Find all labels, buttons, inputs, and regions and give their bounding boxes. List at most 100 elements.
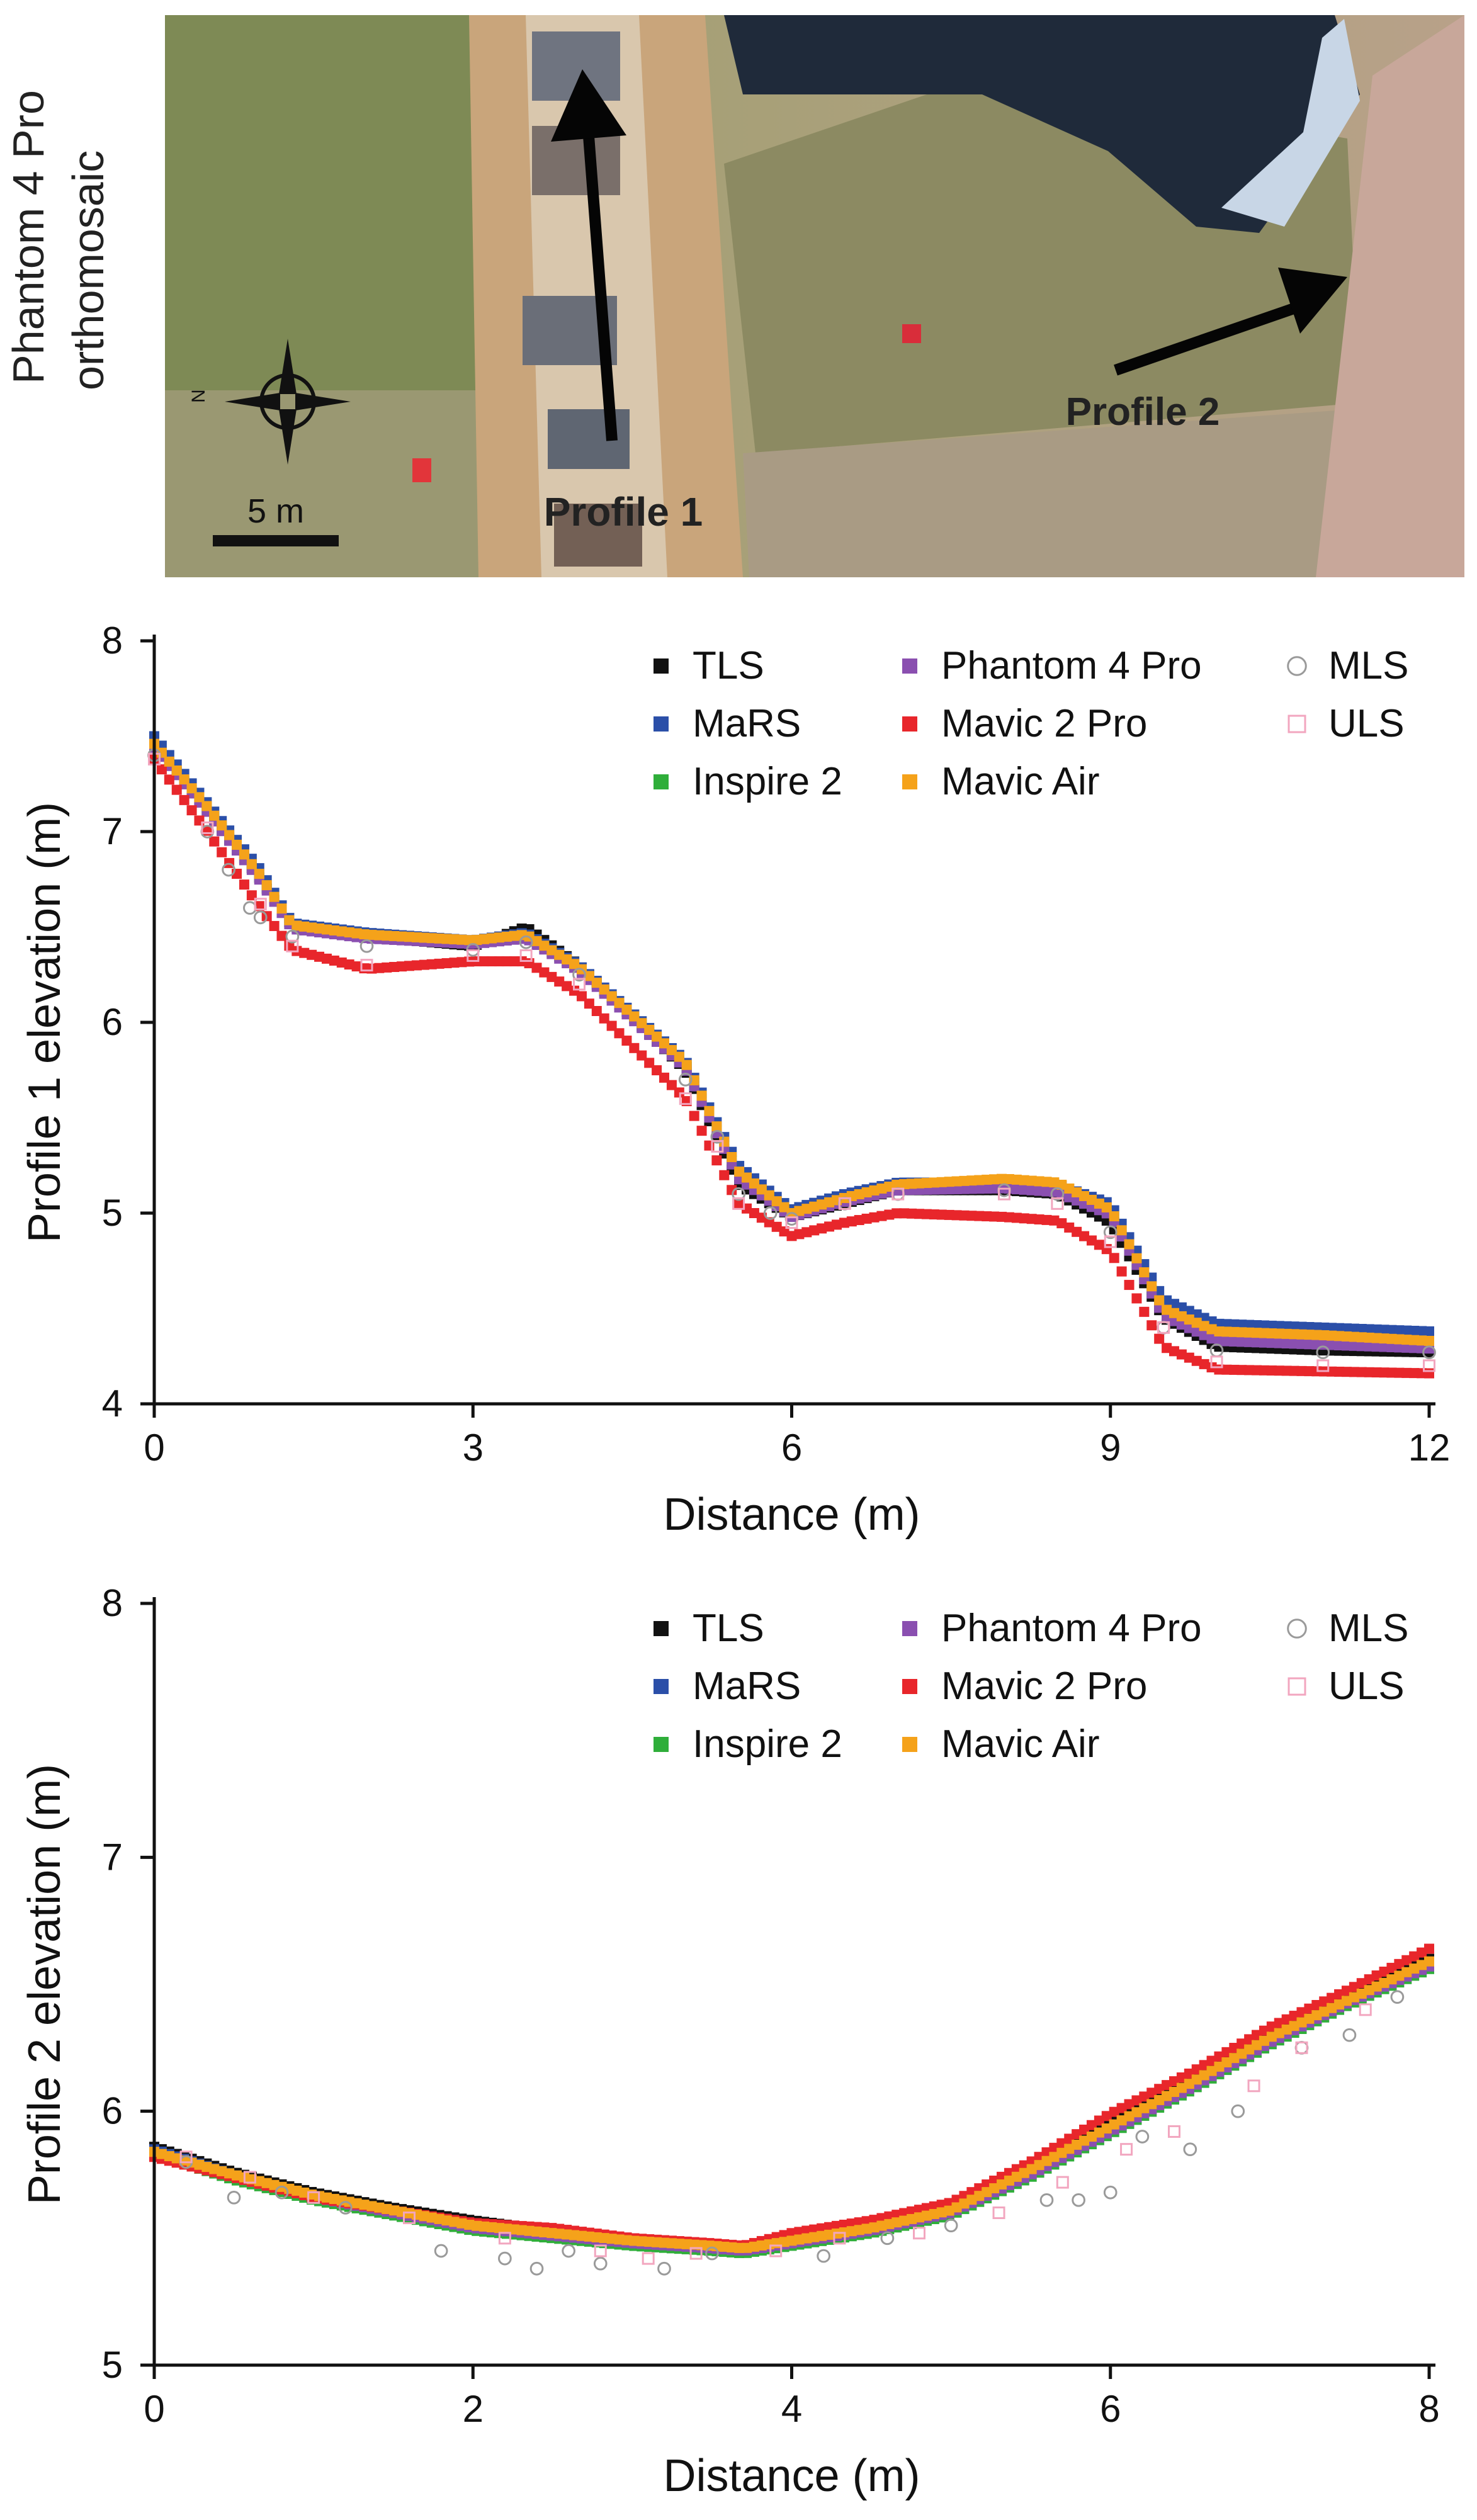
- data-point: [678, 1073, 693, 1087]
- legend-item: MLS: [1287, 1607, 1408, 1650]
- data-point: [1424, 1336, 1434, 1347]
- field-lower-right: [743, 409, 1354, 577]
- data-point: [239, 879, 249, 890]
- data-point: [243, 901, 257, 915]
- data-point: [227, 2190, 241, 2205]
- data-point: [880, 2231, 895, 2246]
- profile1-chart-svg: 0 3 6 9 12 4 5 6 7 8 Distance (m) Profile 1 elevati…: [20, 619, 1451, 1540]
- data-point: [224, 830, 235, 840]
- profile2-series-uls: [179, 2003, 1372, 2265]
- data-point: [179, 774, 190, 785]
- data-point: [164, 774, 174, 785]
- scale-bar: [213, 535, 339, 546]
- profile2-label: Profile 2: [1066, 390, 1220, 434]
- profile2-series-inspire-2: [149, 1963, 1434, 2258]
- legend-label: Mavic Air: [941, 760, 1099, 803]
- legend-label: TLS: [693, 1607, 764, 1650]
- data-point: [1109, 1253, 1119, 1263]
- data-point: [338, 2201, 353, 2215]
- data-point: [254, 898, 267, 911]
- profile2-y-axis-label: Profile 2 elevation (m): [20, 1764, 70, 2205]
- x-tick-label: 12: [1408, 1427, 1451, 1469]
- data-point: [1316, 1359, 1330, 1372]
- profile1-series-mls: [147, 748, 1436, 1360]
- data-point: [913, 2227, 925, 2240]
- data-point: [239, 849, 249, 860]
- legend-swatch: [902, 1679, 917, 1694]
- data-point: [217, 820, 227, 831]
- data-point: [179, 2150, 193, 2164]
- data-point: [992, 2206, 1005, 2219]
- legend-swatch: [902, 716, 917, 732]
- data-point: [732, 1187, 745, 1201]
- y-tick-label: 6: [102, 1001, 123, 1043]
- data-point: [285, 929, 300, 944]
- data-point: [467, 949, 480, 962]
- data-point: [1424, 1326, 1434, 1336]
- stone-block: [554, 504, 642, 567]
- legend-swatch: [654, 716, 669, 732]
- data-point: [217, 847, 227, 857]
- data-point: [696, 1126, 707, 1136]
- x-tick-label: 0: [144, 1427, 164, 1469]
- data-point: [1131, 1253, 1142, 1263]
- data-point: [209, 836, 220, 847]
- data-point: [572, 968, 586, 982]
- data-point: [1135, 2130, 1150, 2144]
- legend-label: MLS: [1328, 644, 1408, 687]
- data-point: [891, 1187, 905, 1201]
- data-point: [833, 2232, 846, 2245]
- legend-label: Inspire 2: [693, 760, 842, 803]
- legend-label: MaRS: [693, 1664, 801, 1708]
- y-tick-label: 5: [102, 2344, 123, 2386]
- data-point: [307, 2191, 320, 2204]
- ice-edge: [1221, 19, 1360, 227]
- data-point: [274, 2185, 289, 2200]
- water-area: [724, 15, 1360, 233]
- data-point: [769, 2244, 783, 2257]
- data-point: [1422, 1345, 1436, 1360]
- profile1-series-phantom-4-pro: [149, 742, 1434, 1354]
- data-point: [1051, 1197, 1064, 1210]
- data-point: [498, 2251, 512, 2266]
- data-point: [254, 869, 264, 879]
- data-point: [763, 1206, 778, 1220]
- data-point: [1139, 1306, 1150, 1317]
- data-point: [674, 1051, 684, 1062]
- legend-item: Mavic Air: [902, 1722, 1099, 1766]
- data-point: [194, 792, 205, 803]
- data-point: [1146, 1320, 1157, 1331]
- legend-swatch: [654, 1679, 669, 1694]
- legend-item: TLS: [654, 644, 764, 687]
- data-point: [498, 2232, 511, 2245]
- data-point: [679, 1092, 692, 1105]
- data-point: [705, 2246, 719, 2261]
- data-point: [1359, 2003, 1372, 2016]
- data-point: [689, 1110, 699, 1121]
- data-point: [1116, 1225, 1127, 1236]
- data-point: [838, 1197, 851, 1210]
- legend-label: MaRS: [693, 702, 801, 745]
- profile1-series-mavic-air: [149, 738, 1434, 1347]
- profile2-series-mavic-air: [149, 1956, 1434, 2253]
- data-point: [276, 903, 287, 914]
- legend-item: Mavic 2 Pro: [902, 1664, 1147, 1708]
- y-tick-label: 8: [102, 619, 123, 662]
- data-point: [1183, 2142, 1197, 2157]
- data-point: [1056, 2176, 1069, 2189]
- data-point: [1295, 2041, 1308, 2054]
- data-point: [1101, 1202, 1112, 1212]
- x-tick-label: 9: [1100, 1427, 1121, 1469]
- data-point: [1342, 2028, 1357, 2042]
- data-point: [286, 939, 299, 952]
- data-point: [573, 978, 586, 991]
- y-tick-label: 8: [102, 1582, 123, 1624]
- profile2-x-axis-label: Distance (m): [663, 2451, 920, 2501]
- data-point: [1424, 1956, 1434, 1967]
- x-tick-label: 8: [1418, 2388, 1439, 2430]
- data-point: [1101, 1244, 1112, 1255]
- data-point: [156, 747, 167, 758]
- data-point: [1039, 2193, 1054, 2207]
- y-tick-label: 5: [102, 1192, 123, 1234]
- data-point: [1316, 1345, 1330, 1360]
